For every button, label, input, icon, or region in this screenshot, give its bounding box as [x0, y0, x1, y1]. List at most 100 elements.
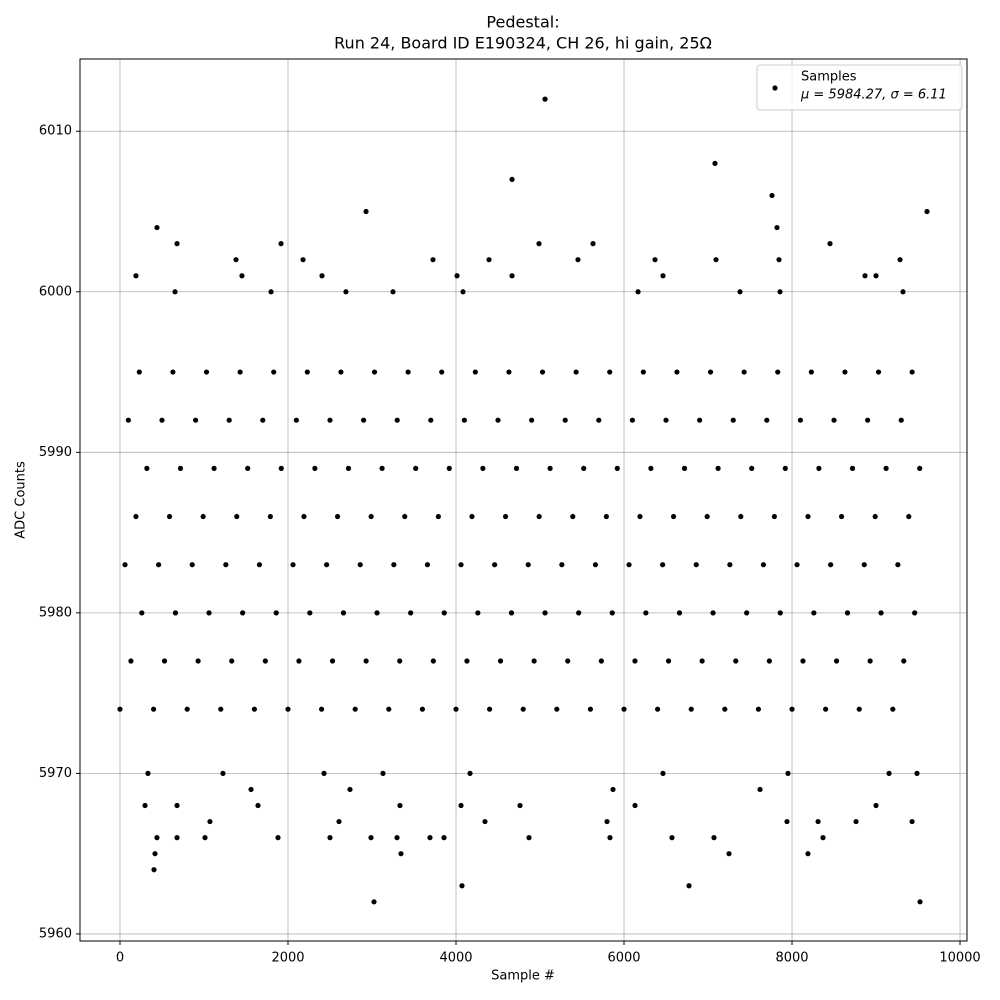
point	[446, 465, 452, 471]
point	[460, 289, 466, 295]
point	[402, 513, 408, 520]
point	[133, 513, 139, 520]
point	[125, 417, 131, 423]
point	[536, 513, 542, 520]
y-tick-label: 6010	[39, 124, 72, 139]
point	[621, 706, 627, 712]
point	[391, 562, 397, 568]
point	[495, 417, 501, 423]
point	[674, 369, 680, 375]
point	[520, 706, 526, 712]
point	[744, 610, 750, 616]
point	[539, 369, 546, 375]
x-tick-label: 0	[116, 951, 124, 966]
point	[596, 417, 602, 423]
y-tick-label: 5990	[39, 445, 72, 460]
point	[815, 818, 821, 825]
x-tick-label: 6000	[607, 951, 640, 966]
point	[598, 658, 604, 664]
point	[458, 802, 464, 809]
point	[271, 369, 277, 375]
point	[581, 465, 587, 471]
point	[737, 289, 743, 295]
point	[895, 562, 901, 568]
point	[226, 417, 232, 423]
x-tick-label: 8000	[775, 951, 808, 966]
point	[707, 369, 714, 375]
y-tick-label: 5970	[39, 766, 72, 781]
point	[513, 465, 520, 471]
point	[482, 818, 488, 825]
point	[861, 562, 867, 568]
point	[441, 835, 447, 841]
point	[660, 562, 666, 568]
point	[898, 417, 904, 423]
point	[757, 786, 763, 793]
point	[741, 369, 747, 375]
point	[397, 802, 403, 809]
point	[663, 417, 669, 423]
point	[867, 658, 873, 664]
point	[278, 465, 284, 471]
point	[166, 513, 173, 520]
point	[509, 176, 515, 183]
x-tick-label: 10000	[939, 951, 980, 966]
point	[200, 513, 206, 520]
point	[827, 241, 833, 247]
point	[497, 658, 504, 664]
point	[697, 417, 703, 423]
point	[278, 241, 284, 247]
point	[293, 417, 299, 423]
point	[142, 802, 148, 809]
point	[343, 289, 349, 295]
y-tick-label: 5980	[39, 605, 72, 620]
point	[844, 610, 851, 616]
point	[347, 786, 353, 793]
point	[660, 770, 666, 776]
point	[502, 513, 509, 520]
point	[428, 417, 434, 423]
point	[154, 224, 160, 231]
points	[117, 96, 930, 905]
point	[610, 786, 616, 793]
point	[800, 658, 806, 664]
chart-subtitle: Run 24, Board ID E190324, CH 26, hi gain…	[334, 34, 712, 53]
legend-note: μ = 5984.27, σ = 6.11	[800, 88, 947, 103]
point	[727, 562, 733, 568]
point	[797, 417, 804, 423]
point	[172, 289, 178, 295]
point	[472, 369, 478, 375]
point	[693, 562, 699, 568]
point	[713, 257, 719, 263]
point	[237, 369, 243, 375]
point	[329, 658, 336, 664]
point	[776, 257, 782, 263]
point	[251, 706, 257, 712]
point	[128, 658, 134, 664]
point	[220, 770, 226, 776]
point	[139, 610, 145, 616]
point	[782, 465, 788, 471]
point	[239, 273, 245, 279]
point	[785, 770, 791, 776]
point	[681, 465, 688, 471]
point	[327, 835, 333, 841]
point	[321, 770, 327, 776]
point	[808, 369, 814, 375]
point	[509, 273, 515, 279]
point	[275, 835, 281, 841]
point	[352, 706, 358, 712]
point	[150, 706, 157, 712]
point	[380, 770, 386, 776]
y-tick-label: 5960	[39, 926, 72, 941]
point	[614, 465, 620, 471]
point	[909, 818, 915, 825]
x-tick-label: 2000	[271, 951, 304, 966]
point	[334, 513, 341, 520]
point	[710, 610, 716, 616]
point	[174, 835, 180, 841]
point	[206, 610, 212, 616]
point	[207, 818, 213, 825]
point	[290, 562, 296, 568]
point	[159, 417, 165, 423]
